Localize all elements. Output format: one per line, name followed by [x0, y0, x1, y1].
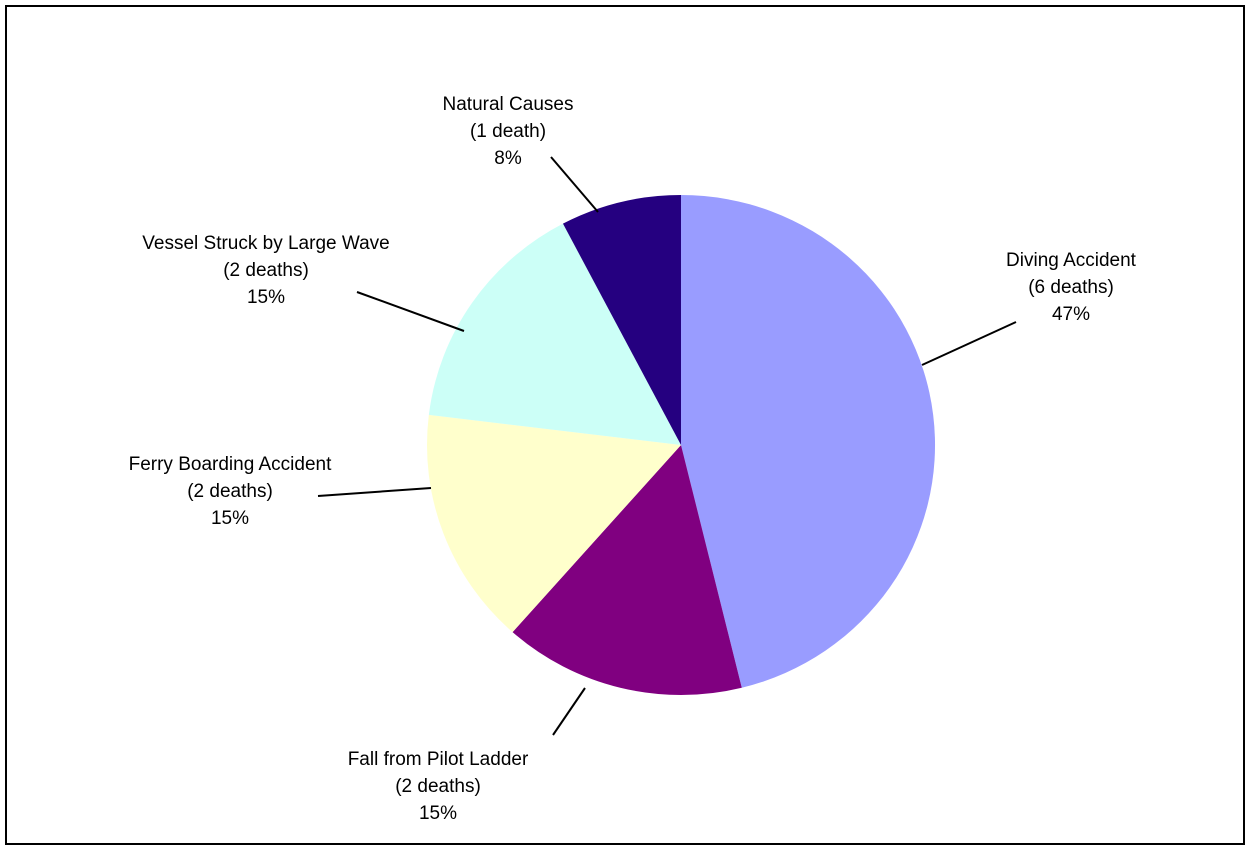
pie-slice-ferry-boarding-accident	[426, 414, 681, 633]
leader-line-vessel-struck-by-large-wave	[356, 291, 465, 332]
slice-label-diving-accident: Diving Accident (6 deaths) 47%	[1006, 250, 1137, 325]
slice-label-name-diving-accident: Diving Accident	[1006, 250, 1137, 271]
slice-label-name-natural-causes: Natural Causes	[443, 94, 574, 115]
slice-label-count-natural-causes: (1 death)	[470, 121, 546, 142]
leaders-layer	[317, 156, 1017, 736]
slice-label-percent-natural-causes: 8%	[494, 148, 522, 169]
slice-label-fall-from-pilot-ladder: Fall from Pilot Ladder (2 deaths) 15%	[348, 749, 529, 824]
slice-label-vessel-struck-by-large-wave: Vessel Struck by Large Wave (2 deaths) 15%	[142, 233, 389, 308]
slice-label-name-ferry-boarding-accident: Ferry Boarding Accident	[129, 454, 332, 475]
slice-label-natural-causes: Natural Causes (1 death) 8%	[443, 94, 574, 169]
slice-label-name-vessel-struck-by-large-wave: Vessel Struck by Large Wave	[142, 233, 389, 254]
pie-slice-fall-from-pilot-ladder	[512, 445, 742, 696]
slice-label-percent-vessel-struck-by-large-wave: 15%	[247, 287, 285, 308]
leader-line-diving-accident	[921, 321, 1017, 366]
slice-label-count-diving-accident: (6 deaths)	[1028, 277, 1114, 298]
slices-layer	[426, 195, 936, 696]
leader-line-fall-from-pilot-ladder	[552, 687, 586, 736]
leader-line-ferry-boarding-accident	[317, 487, 432, 497]
pie-slice-diving-accident	[681, 195, 936, 688]
slice-label-percent-fall-from-pilot-ladder: 15%	[419, 803, 457, 824]
slice-label-count-fall-from-pilot-ladder: (2 deaths)	[395, 776, 481, 797]
pie-slice-vessel-struck-by-large-wave	[428, 223, 681, 445]
pie-slice-natural-causes	[562, 195, 681, 445]
leader-line-natural-causes	[550, 156, 599, 213]
slice-label-percent-diving-accident: 47%	[1052, 304, 1090, 325]
slice-label-count-ferry-boarding-accident: (2 deaths)	[187, 481, 273, 502]
labels-layer: Diving Accident (6 deaths) 47% Fall from Pi…	[129, 94, 1137, 824]
slice-label-percent-ferry-boarding-accident: 15%	[211, 508, 249, 529]
slice-label-ferry-boarding-accident: Ferry Boarding Accident (2 deaths) 15%	[129, 454, 332, 529]
slice-label-count-vessel-struck-by-large-wave: (2 deaths)	[223, 260, 309, 281]
slice-label-name-fall-from-pilot-ladder: Fall from Pilot Ladder	[348, 749, 529, 770]
